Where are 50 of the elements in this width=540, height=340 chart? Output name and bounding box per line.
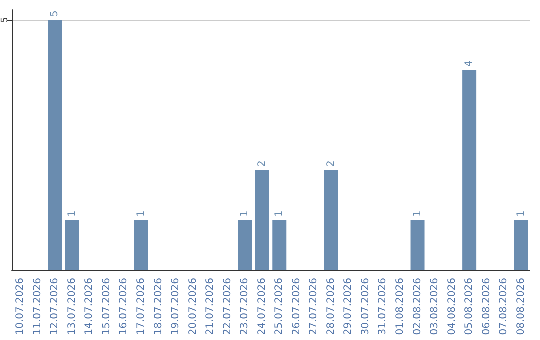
- bar: [134, 220, 148, 270]
- bar: [410, 220, 425, 270]
- x-tick-label: 05.08.2026: [464, 278, 476, 336]
- data-label: 2: [256, 160, 268, 167]
- x-tick-label: 28.07.2026: [326, 278, 337, 336]
- x-tick-label: 21.07.2026: [205, 278, 216, 336]
- bar: [48, 20, 62, 270]
- x-tick-label: 17.07.2026: [136, 278, 147, 336]
- x-tick-label: 14.07.2026: [84, 278, 96, 336]
- x-tick-label: 16.07.2026: [118, 278, 130, 336]
- x-tick-label: 02.08.2026: [412, 278, 424, 336]
- x-tick-label: 23.07.2026: [240, 278, 251, 336]
- bar: [272, 220, 287, 270]
- x-tick-label: 04.08.2026: [446, 278, 458, 336]
- data-label: 2: [326, 160, 337, 167]
- bar: [324, 170, 338, 270]
- x-tick-label: 12.07.2026: [50, 278, 61, 336]
- x-tick-label: 27.07.2026: [308, 278, 320, 336]
- x-tick-label: 10.07.2026: [15, 278, 26, 336]
- x-tick-label: 08.08.2026: [516, 278, 527, 336]
- data-label: 1: [412, 210, 424, 217]
- x-tick-label: 13.07.2026: [66, 278, 78, 336]
- x-tick-label: 22.07.2026: [222, 278, 234, 336]
- x-tick-label: 26.07.2026: [291, 278, 302, 336]
- x-tick-label: 11.07.2026: [32, 278, 44, 336]
- bar: [514, 220, 528, 270]
- x-tick-label: 03.08.2026: [430, 278, 441, 336]
- data-label: 5: [50, 10, 61, 17]
- x-tick-label: 07.08.2026: [498, 278, 510, 336]
- data-label: 1: [274, 210, 286, 217]
- bar: [238, 220, 252, 270]
- data-label: 1: [240, 210, 251, 217]
- x-tick-label: 15.07.2026: [101, 278, 112, 336]
- bar: [462, 70, 477, 270]
- x-tick-label: 24.07.2026: [256, 278, 268, 336]
- x-tick-label: 18.07.2026: [153, 278, 164, 336]
- x-tick-label: 31.07.2026: [378, 278, 389, 336]
- bar: [65, 220, 80, 270]
- x-tick-label: 30.07.2026: [360, 278, 372, 336]
- bar: [255, 170, 270, 270]
- x-tick-label: 06.08.2026: [481, 278, 492, 336]
- x-tick-label: 19.07.2026: [170, 278, 182, 336]
- x-tick-label: 25.07.2026: [274, 278, 286, 336]
- data-label: 4: [464, 60, 476, 67]
- data-label: 1: [136, 210, 147, 217]
- data-label: 1: [66, 210, 78, 217]
- data-label: 1: [516, 210, 527, 217]
- x-tick-label: 29.07.2026: [343, 278, 354, 336]
- x-tick-label: 20.07.2026: [188, 278, 199, 336]
- x-tick-label: 01.08.2026: [395, 278, 406, 336]
